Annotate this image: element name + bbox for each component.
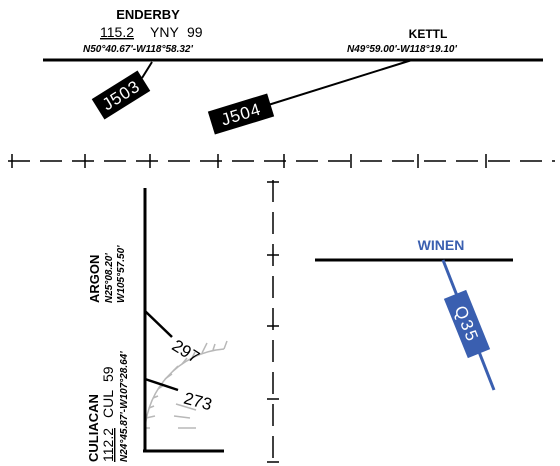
culiacan-name: CULIACAN: [86, 394, 101, 462]
culiacan-label-block: CULIACAN 112.2 CUL 59 N24°45.87'-W107°28…: [86, 351, 130, 462]
enderby-name: ENDERBY: [116, 7, 180, 22]
culiacan-coords: N24°45.87'-W107°28.64': [119, 351, 130, 462]
radial-273-line: [144, 377, 179, 392]
kettl-name: KETTL: [409, 27, 448, 41]
airway-q35[interactable]: Q35: [441, 259, 496, 391]
culiacan-channel: 59: [100, 366, 116, 382]
top-panel: ENDERBY 115.2 YNY 99 N50°40.67'-W118°58.…: [43, 7, 543, 135]
dashed-divider: [8, 154, 555, 168]
airway-j503-line: [141, 61, 153, 79]
argon-lon: W105°57.50': [116, 245, 127, 303]
argon-name: ARGON: [87, 255, 102, 303]
airway-j503-box: [91, 70, 151, 120]
bottom-left-panel: 297 273 ARGON N25°08.20' W105°57.50' CUL…: [86, 188, 228, 462]
airway-j504-box: [207, 93, 275, 135]
dashed-divider-vertical: [267, 180, 279, 466]
culiacan-frequency: 112.2: [100, 428, 116, 462]
culiacan-ident: CUL: [100, 390, 116, 418]
kettl-coords: N49°59.00'-W118°19.10': [347, 44, 457, 55]
argon-lat: N25°08.20': [104, 253, 115, 303]
enderby-coords: N50°40.67'-W118°58.32': [83, 44, 193, 55]
argon-label-block: ARGON N25°08.20' W105°57.50': [87, 245, 127, 303]
radial-297[interactable]: 297: [144, 310, 203, 367]
enderby-ident: YNY: [150, 24, 179, 40]
airway-j504[interactable]: J504: [207, 59, 413, 135]
winen-name: WINEN: [418, 237, 465, 253]
radial-297-label: 297: [169, 336, 203, 367]
enderby-channel: 99: [187, 24, 203, 40]
bottom-right-panel: WINEN Q35: [315, 237, 513, 391]
enderby-frequency: 115.2: [100, 24, 134, 40]
airway-j504-line: [264, 59, 413, 107]
radial-273-label: 273: [182, 389, 214, 415]
airway-j503[interactable]: J503: [91, 61, 153, 120]
radial-297-line: [144, 310, 173, 338]
airway-q35-box: [443, 289, 491, 359]
